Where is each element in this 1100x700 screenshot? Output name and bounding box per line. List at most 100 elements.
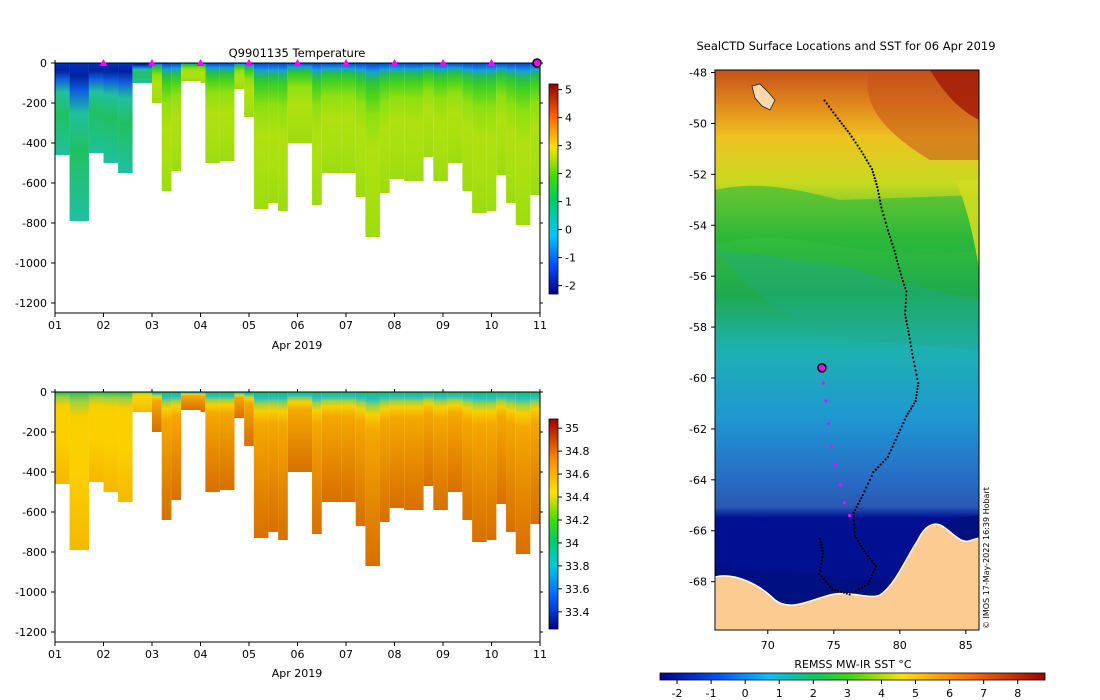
track-point: [902, 421, 905, 425]
track-point: [908, 337, 911, 340]
track-point: [838, 119, 841, 123]
track-point: [870, 168, 874, 171]
temperature-profile: [321, 63, 342, 173]
track-point: [837, 589, 840, 593]
track-point: [917, 381, 920, 385]
colorbar-tick-label: 1: [565, 196, 572, 209]
salinity-profile: [132, 392, 152, 412]
track-point: [899, 428, 902, 431]
salinity-profile: [234, 392, 245, 418]
salinity-profile: [433, 392, 448, 510]
x-tick-label: 04: [194, 319, 208, 332]
temperature-profile: [287, 63, 313, 143]
x-tick-label: 04: [194, 648, 208, 661]
y-tick-label: -1200: [15, 297, 47, 310]
salinity-profile: [152, 392, 162, 432]
temperature-profile: [404, 63, 424, 181]
track-point: [820, 559, 824, 562]
sst-hot-corner: [930, 70, 979, 120]
y-tick-label: -1000: [15, 586, 47, 599]
track-point: [879, 463, 882, 466]
salinity-profile: [253, 392, 269, 538]
track-point: [819, 566, 822, 569]
track-point: [914, 369, 917, 372]
track-point: [825, 102, 828, 105]
x-tick-label: 07: [339, 648, 353, 661]
track-point: [852, 138, 855, 141]
track-point: [872, 174, 875, 177]
track-point: [863, 549, 866, 553]
temperature-profile: [278, 63, 288, 211]
track-point: [869, 557, 872, 560]
x-tick-label: 01: [48, 319, 62, 332]
track-point: [856, 539, 860, 543]
recent-track-point: [824, 399, 828, 403]
track-point: [907, 330, 910, 333]
salinity-profile: [515, 392, 531, 554]
track-point: [818, 537, 822, 540]
colorbar-tick-label: 33.8: [565, 560, 590, 573]
track-point: [909, 407, 913, 410]
track-point: [820, 575, 823, 578]
surface-marker: [487, 59, 496, 66]
temperature-profile: [379, 63, 390, 193]
track-point: [883, 217, 886, 221]
track-point: [863, 156, 867, 159]
track-point: [896, 263, 900, 266]
track-point: [906, 412, 910, 415]
recent-track-point: [842, 501, 846, 505]
temperature-profile: [205, 63, 220, 163]
sst-eastern-warm: [955, 180, 979, 270]
track-point: [877, 192, 880, 195]
track-point: [821, 549, 824, 552]
salinity-profile: [205, 392, 220, 492]
track-point: [905, 323, 909, 326]
map-frame: [714, 69, 980, 631]
colorbar-tick-label: 34: [565, 537, 579, 550]
salinity-profile: [69, 392, 89, 550]
temperature-profile: [462, 63, 473, 191]
colorbar-tick-label: 5: [565, 84, 572, 97]
track-point: [823, 99, 826, 102]
track-point: [904, 309, 907, 312]
track-point: [909, 345, 913, 348]
sst-colorbar-tick-label: 8: [1014, 687, 1021, 700]
track-point: [848, 593, 851, 596]
salinity-profile: [506, 392, 516, 532]
salinity-colorbar: [548, 418, 559, 630]
track-point: [904, 305, 907, 308]
salinity-field: [55, 392, 540, 566]
map-credit: © IMOS 17-May-2022 16:39 Hobart: [982, 487, 991, 629]
lat-tick-label: -50: [689, 117, 707, 130]
track-point: [904, 316, 907, 319]
x-tick-label: 06: [291, 319, 305, 332]
track-point: [913, 402, 916, 405]
y-tick-label: -200: [22, 426, 47, 439]
track-point: [900, 425, 903, 428]
temperature-profile: [55, 63, 70, 155]
map-title: SealCTD Surface Locations and SST for 06…: [696, 39, 995, 53]
salinity-profile: [200, 392, 206, 412]
temperature-colorbar: [548, 83, 559, 295]
recent-track-point: [821, 381, 825, 385]
track-point: [905, 415, 908, 418]
colorbar-tick-label: 2: [565, 168, 572, 181]
temperature-profile: [530, 63, 540, 195]
track-point: [868, 478, 871, 481]
track-point: [860, 496, 863, 500]
colorbar-tick-label: 0: [565, 224, 572, 237]
track-point: [875, 183, 878, 186]
sst-colorbar: [659, 672, 1046, 681]
colorbar-tick-label: 33.6: [565, 583, 590, 596]
track-point: [853, 530, 856, 534]
track-point: [885, 225, 888, 228]
lat-tick-label: -54: [689, 219, 707, 232]
lat-tick-label: -56: [689, 270, 707, 283]
temperature-field: [55, 63, 540, 237]
track-point: [863, 490, 866, 493]
track-point: [909, 341, 912, 344]
lat-tick-label: -48: [689, 67, 707, 80]
track-point: [857, 502, 860, 506]
track-point: [856, 144, 859, 147]
